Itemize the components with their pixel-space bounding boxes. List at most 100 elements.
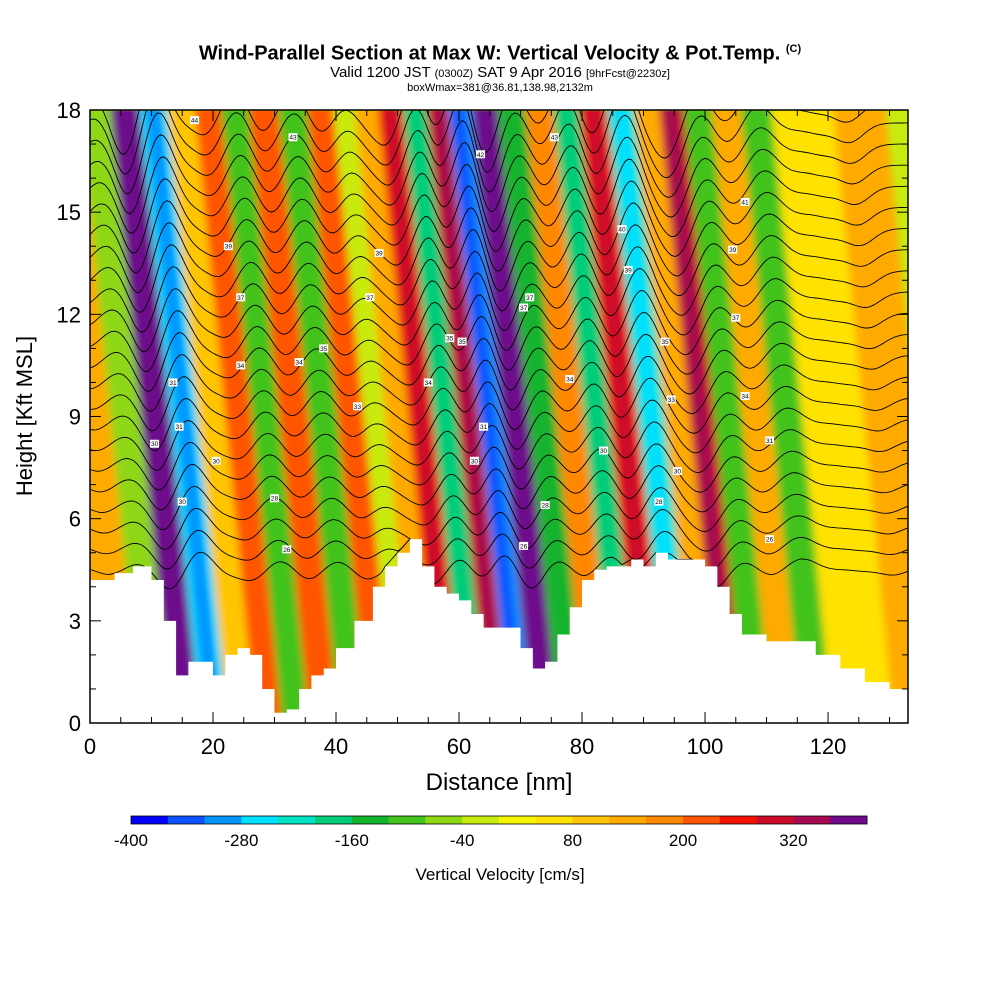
contour-label-text: 26: [283, 547, 291, 554]
x-axis-label: Distance [nm]: [426, 769, 573, 796]
theta-contour: [90, 178, 908, 257]
contour-label: 28: [540, 501, 550, 510]
y-tick-label: 15: [57, 200, 81, 225]
velocity-core: [117, 110, 195, 723]
theta-contour: [90, 156, 908, 237]
contour-label: 34: [236, 361, 246, 370]
velocity-core: [451, 110, 526, 723]
contour-label: 44: [190, 116, 200, 125]
contour-label: 35: [457, 337, 467, 346]
theta-contour: [90, 529, 908, 572]
colorbar-swatch: [167, 816, 205, 824]
y-tick-label: 18: [57, 98, 81, 123]
colorbar-swatch: [499, 816, 537, 824]
theta-contour: [90, 463, 908, 513]
colorbar-label: Vertical Velocity [cm/s]: [415, 865, 584, 884]
contour-label: 39: [623, 266, 633, 275]
colorbar-swatch: [683, 816, 721, 824]
box-wmax-info: boxWmax=381@36.81,138.98,2132m: [407, 81, 593, 94]
contour-label: 37: [236, 293, 246, 302]
contour-label-text: 30: [179, 499, 187, 506]
contour-label-text: 34: [425, 380, 433, 387]
velocity-band: [402, 110, 488, 723]
theta-contour: [90, 288, 908, 355]
contour-label-text: 28: [271, 496, 279, 503]
colorbar-swatch: [204, 816, 242, 824]
theta-contour: [90, 112, 908, 198]
colorbar-swatch: [609, 816, 647, 824]
contour-label: 34: [565, 375, 575, 384]
contour-label: 34: [740, 392, 750, 401]
terrain-mask: [90, 539, 908, 723]
y-tick-label: 12: [57, 302, 81, 327]
contour-label-text: 28: [542, 503, 550, 510]
contour-label-text: 30: [471, 458, 479, 465]
chart-title-block: Wind-Parallel Section at Max W: Vertical…: [0, 38, 1000, 95]
contour-label: 34: [423, 378, 433, 387]
contour-label-text: 37: [366, 295, 374, 302]
velocity-core: [145, 110, 222, 723]
contour-label: 31: [479, 422, 489, 431]
contour-label: 26: [765, 535, 775, 544]
velocity-band: [525, 110, 615, 723]
contour-label-text: 28: [655, 499, 663, 506]
contour-label: 33: [666, 395, 676, 404]
colorbar-swatch: [572, 816, 610, 824]
colorbar-tick-label: -400: [114, 831, 148, 850]
contour-label: 35: [319, 344, 329, 353]
contour-label: 30: [599, 446, 609, 455]
colorbar-swatch: [535, 816, 573, 824]
contour-label: 28: [654, 497, 664, 506]
contour-label: 28: [270, 494, 280, 503]
colorbar-frame: [130, 815, 868, 825]
contour-label: 39: [374, 249, 384, 258]
contour-label-text: 44: [191, 118, 199, 125]
velocity-band: [802, 110, 894, 723]
colorbar-swatch: [425, 816, 463, 824]
velocity-band: [683, 110, 773, 723]
colorbar-swatch: [315, 816, 353, 824]
x-tick-label: 100: [687, 734, 724, 759]
contour-label-text: 31: [176, 424, 184, 431]
colorbar-swatch: [646, 816, 684, 824]
contour-label-text: 34: [741, 394, 749, 401]
contour-label: 42: [476, 150, 486, 159]
theta-contour: [90, 485, 908, 532]
contour-label-text: 31: [766, 438, 774, 445]
contour-label: 41: [740, 197, 750, 206]
theta-contour: [90, 398, 908, 454]
contour-label: 26: [519, 541, 529, 550]
contour-label-text: 30: [151, 441, 159, 448]
contour-label: 37: [519, 303, 529, 312]
valid-time-line: Valid 1200 JST (0300Z) SAT 9 Apr 2016 [9…: [0, 64, 1000, 82]
contour-label-text: 42: [477, 152, 485, 159]
colorbar-swatch: [278, 816, 316, 824]
velocity-core: [433, 110, 507, 723]
colorbar-swatch: [719, 816, 757, 824]
contour-label: 31: [168, 378, 178, 387]
contour-label: 30: [469, 456, 479, 465]
contour-label-text: 34: [237, 363, 245, 370]
contour-label-text: 30: [674, 468, 682, 475]
colorbar-swatch: [241, 816, 279, 824]
contour-label-text: 39: [625, 268, 633, 275]
colorbar-tick-label: -160: [335, 831, 369, 850]
contour-label-text: 41: [741, 199, 749, 206]
theta-contour: [90, 110, 908, 179]
colorbar-tick-label: -40: [450, 831, 475, 850]
contour-label-text: 34: [295, 360, 303, 367]
contour-label: 30: [150, 439, 160, 448]
contour-label: 40: [617, 225, 627, 234]
forecast-info: [9hrFcst@2230z]: [585, 67, 670, 80]
chart-title-text: Wind-Parallel Section at Max W: Vertical…: [198, 42, 781, 65]
y-axis-label: Height [Kft MSL]: [12, 336, 37, 496]
contour-label: 31: [765, 436, 775, 445]
velocity-band: [248, 110, 339, 723]
velocity-band: [832, 110, 908, 723]
contour-label-text: 31: [480, 424, 488, 431]
colorbar-swatch: [388, 816, 426, 824]
contour-label-text: 34: [566, 377, 574, 384]
velocity-core: [383, 110, 458, 723]
contour-label: 30: [672, 466, 682, 475]
contour-label-text: 33: [354, 404, 362, 411]
